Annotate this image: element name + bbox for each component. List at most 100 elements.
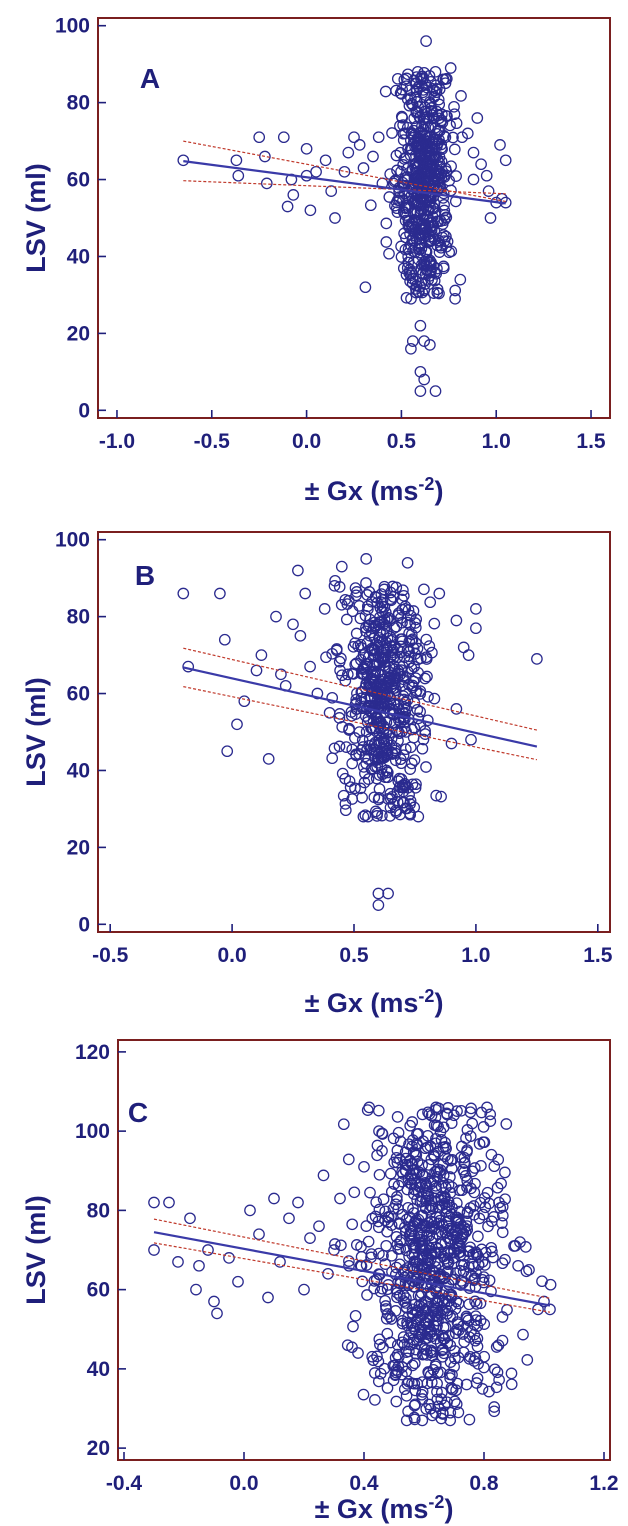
data-point (361, 1104, 374, 1116)
data-point (499, 1253, 511, 1266)
data-point (434, 116, 447, 129)
data-point (404, 1154, 416, 1167)
data-point (412, 1289, 425, 1302)
data-point (456, 131, 468, 144)
data-point (418, 149, 431, 162)
data-point (431, 140, 443, 153)
data-point (408, 660, 420, 673)
data-point (371, 695, 383, 708)
data-point (475, 158, 487, 171)
data-point (472, 1358, 484, 1370)
data-point (399, 1164, 412, 1177)
x-tick-label: 0.5 (387, 430, 417, 453)
data-point (379, 1294, 391, 1307)
data-point (391, 1339, 404, 1351)
data-point (397, 1289, 410, 1302)
data-point (417, 180, 429, 192)
data-point (470, 622, 482, 635)
data-point (441, 1267, 453, 1279)
data-point (379, 1205, 392, 1218)
data-point (396, 111, 409, 124)
scatter-points (148, 1101, 557, 1427)
data-point (500, 1118, 513, 1130)
data-point (458, 1336, 471, 1348)
data-point (420, 651, 433, 664)
y-tick-label: 20 (87, 1437, 110, 1460)
data-point (397, 1295, 410, 1307)
data-point (371, 807, 384, 820)
data-point (435, 1393, 448, 1405)
data-point (434, 1366, 447, 1379)
data-point (250, 664, 263, 677)
data-point (411, 642, 424, 655)
data-point (477, 1208, 490, 1221)
data-point (177, 154, 190, 167)
regression-line (183, 160, 506, 205)
data-point (411, 188, 424, 200)
data-point (436, 1289, 449, 1301)
data-point (208, 1295, 220, 1308)
data-point (401, 1378, 414, 1390)
data-point (401, 556, 414, 569)
data-point (304, 1232, 316, 1244)
data-point (425, 159, 438, 171)
data-point (381, 1308, 394, 1320)
data-point (394, 780, 406, 793)
data-point (379, 1300, 392, 1312)
data-point (262, 753, 275, 765)
data-point (214, 587, 226, 600)
data-point (411, 65, 424, 78)
data-point (407, 256, 420, 268)
data-point (383, 726, 396, 739)
data-point (403, 99, 416, 112)
data-point (367, 722, 379, 735)
data-point (399, 1297, 412, 1309)
data-point (355, 1250, 368, 1263)
data-point (202, 1244, 214, 1256)
y-tick-label: 40 (67, 245, 90, 268)
data-point (376, 654, 389, 666)
data-point (320, 651, 332, 664)
y-tick-label: 100 (75, 1120, 110, 1143)
data-point (488, 1160, 501, 1173)
data-point (499, 1166, 511, 1179)
ci-lower-line (183, 686, 538, 761)
data-point (382, 1216, 394, 1229)
data-point (378, 656, 391, 669)
plot-frame (117, 1039, 611, 1461)
data-point (372, 1104, 385, 1117)
data-point (340, 613, 353, 626)
data-point (277, 131, 290, 144)
data-point (356, 791, 368, 804)
data-point (479, 1259, 491, 1271)
data-point (435, 790, 447, 803)
data-point (371, 760, 384, 773)
data-point (470, 603, 482, 615)
data-point (520, 1265, 533, 1278)
data-point (357, 667, 369, 680)
data-point (407, 1333, 420, 1346)
data-point (405, 342, 417, 355)
data-point (437, 1408, 449, 1420)
data-point (448, 100, 460, 113)
data-point (461, 127, 474, 140)
data-point (430, 1241, 442, 1254)
data-point (444, 1406, 457, 1419)
data-point (373, 1203, 386, 1216)
data-point (310, 165, 322, 178)
data-point (372, 887, 385, 900)
data-point (425, 1153, 438, 1166)
data-point (505, 1378, 518, 1391)
panel-c: -0.4 0.0 0.4 0.8 1.2 20 40 60 80 100 120 ± Gx (ms-2… (21, 1039, 619, 1524)
data-point (230, 154, 243, 167)
data-point (418, 373, 431, 386)
data-point (433, 587, 446, 600)
data-point (409, 781, 422, 794)
data-point (476, 1383, 489, 1395)
data-point (461, 1206, 474, 1218)
data-point (478, 1361, 490, 1374)
data-point (391, 643, 404, 656)
data-point (496, 1226, 509, 1239)
data-point (346, 1341, 358, 1354)
